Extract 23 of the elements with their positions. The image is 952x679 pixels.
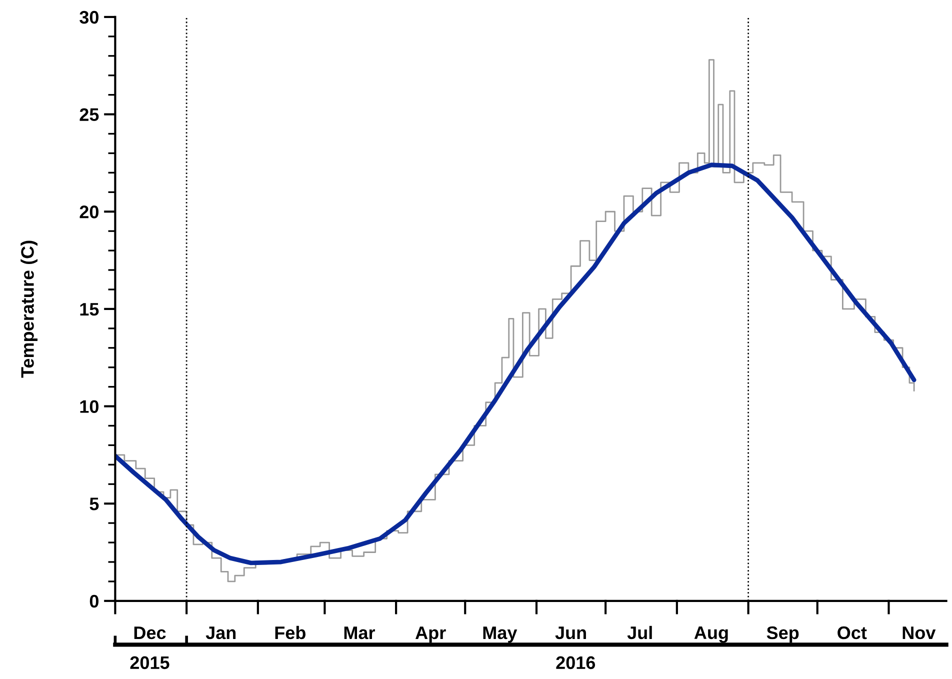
x-tick-label: Nov [902, 626, 936, 640]
x-tick-label: Jan [206, 626, 236, 640]
x-tick-label: Apr [415, 626, 446, 643]
y-tick-label: 25 [80, 108, 99, 122]
y-tick-label: 0 [90, 594, 98, 608]
x2-tick-label: 2016 [556, 656, 596, 670]
y-axis-title: Temperature (C) [20, 240, 38, 378]
x-tick-label: Sep [766, 626, 799, 643]
y-tick-label: 30 [80, 10, 98, 24]
x-tick-label: Dec [134, 626, 166, 640]
x2-tick-label: 2015 [130, 656, 170, 670]
y-tick-label: 20 [80, 206, 98, 218]
y-tick-label: 5 [90, 498, 99, 510]
x-tick-label: Feb [275, 626, 306, 640]
x-tick-label: Oct [838, 626, 867, 640]
x-tick-label: Jun [555, 626, 586, 640]
line-series [115, 162, 916, 566]
x-tick-label: Mar [344, 626, 376, 640]
x-tick-label: May [483, 626, 518, 643]
x-tick-label: Jul [627, 626, 652, 640]
y-tick-label: 10 [80, 400, 98, 413]
x-tick-label: Aug [694, 626, 728, 643]
y-tick-label: 15 [80, 303, 99, 316]
